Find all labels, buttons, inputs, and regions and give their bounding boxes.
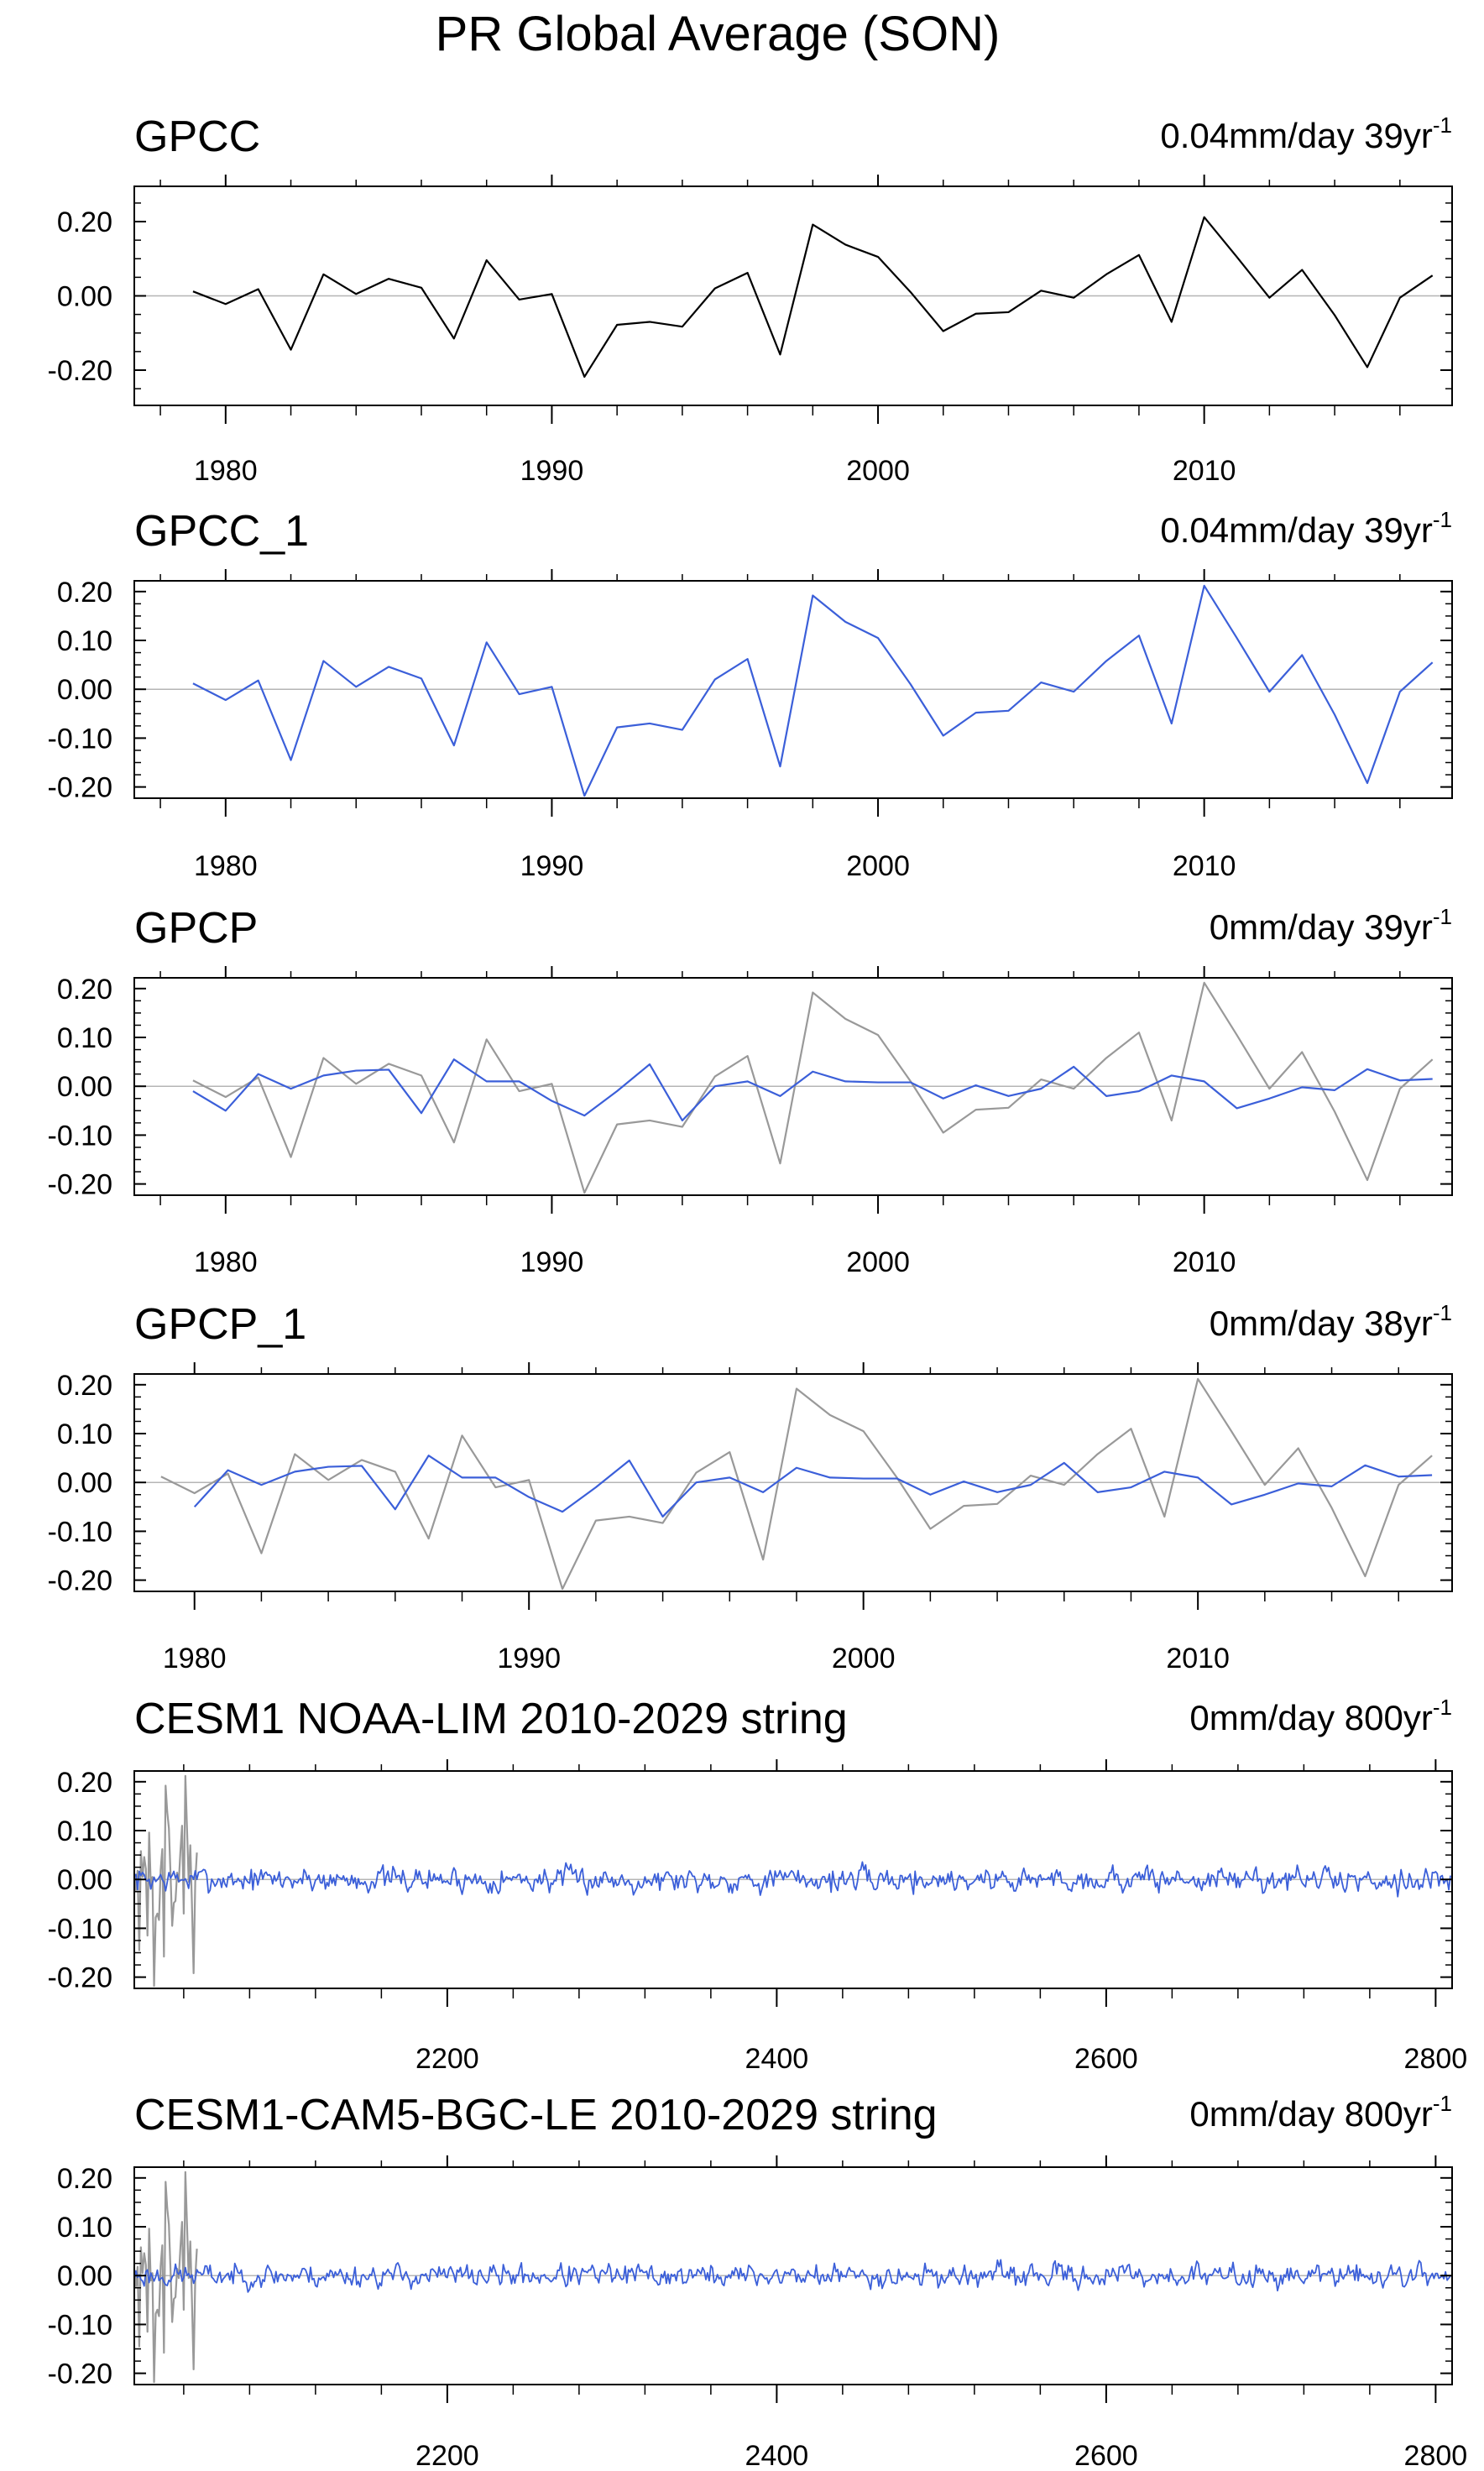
panel-2-trend-label: 0.04mm/day 39yr-1	[1160, 507, 1452, 550]
panel-5-ytick-label: 0.00	[57, 1864, 112, 1896]
panel-1: GPCC 0.04mm/day 39yr-1 -0.20 0.00 0.20 1980 19…	[48, 112, 1453, 487]
panel-4-ytick-label: -0.10	[48, 1516, 113, 1548]
panel-3-ytick-label: -0.10	[48, 1120, 113, 1152]
panel-4-xtick-label: 2000	[832, 1643, 896, 1674]
panel-3-trend-label: 0mm/day 39yr-1	[1210, 904, 1452, 947]
panel-4-xtick-label: 1980	[163, 1643, 227, 1674]
panel-3-xtick-label: 2010	[1173, 1246, 1236, 1278]
panel-1-ytick-label: 0.20	[57, 206, 112, 238]
panel-5: CESM1 NOAA-LIM 2010-2029 string 0mm/day 8…	[48, 1695, 1468, 2075]
panel-5-ytick-label: 0.10	[57, 1815, 112, 1847]
panel-4-ytick-label: 0.20	[57, 1370, 112, 1402]
panel-1-xtick-label: 1980	[194, 455, 258, 487]
panel-1-xtick-label: 1990	[520, 455, 584, 487]
panel-2-ytick-label: -0.10	[48, 723, 113, 755]
panel-4-ytick-label: 0.00	[57, 1467, 112, 1499]
panel-2-ytick-label: -0.20	[48, 772, 113, 804]
panel-3-ytick-label: 0.10	[57, 1022, 112, 1054]
panel-6-ytick-label: 0.10	[57, 2212, 112, 2244]
panel-4-ytick-label: 0.10	[57, 1418, 112, 1450]
panel-5-series-2	[133, 1861, 1451, 1898]
panel-5-ytick-label: 0.20	[57, 1767, 112, 1799]
panel-5-title: CESM1 NOAA-LIM 2010-2029 string	[134, 1695, 848, 1743]
panel-6-ytick-label: 0.20	[57, 2163, 112, 2195]
panel-5-xtick-label: 2600	[1074, 2043, 1138, 2075]
panel-4-title: GPCP_1	[134, 1300, 306, 1349]
panel-4-xtick-label: 1990	[497, 1643, 561, 1674]
panel-1-ytick-label: -0.20	[48, 355, 113, 387]
panel-6-series-1	[133, 2171, 198, 2384]
panel-3-series-2	[192, 1058, 1433, 1122]
panel-4: GPCP_1 0mm/day 38yr-1 -0.20 -0.10 0.00 0.10 0.…	[48, 1300, 1453, 1674]
panel-2-xtick-label: 1980	[194, 850, 258, 882]
panel-5-trend-label: 0mm/day 800yr-1	[1189, 1695, 1452, 1737]
main-title: PR Global Average (SON)	[436, 7, 1001, 61]
panel-4-ytick-label: -0.20	[48, 1565, 113, 1597]
panel-3-ytick-label: 0.20	[57, 974, 112, 1006]
panel-3-xtick-label: 2000	[846, 1246, 910, 1278]
panel-2-ytick-label: 0.20	[57, 577, 112, 609]
panel-3-ytick-label: -0.20	[48, 1169, 113, 1201]
panel-3: GPCP 0mm/day 39yr-1 -0.20 -0.10 0.00 0.10 0.20…	[48, 904, 1453, 1278]
panels: GPCC 0.04mm/day 39yr-1 -0.20 0.00 0.20 1980 19…	[48, 112, 1468, 2471]
panel-6-ytick-label: -0.20	[48, 2359, 113, 2390]
panel-4-trend-label: 0mm/day 38yr-1	[1210, 1300, 1452, 1343]
panel-5-xtick-label: 2800	[1404, 2043, 1468, 2075]
panel-1-xtick-label: 2010	[1173, 455, 1236, 487]
panel-1-series-1	[192, 216, 1434, 379]
panel-3-title: GPCP	[134, 904, 258, 953]
panel-6-ytick-label: 0.00	[57, 2260, 112, 2292]
panel-5-ytick-label: -0.20	[48, 1962, 113, 1994]
panel-3-ytick-label: 0.00	[57, 1071, 112, 1103]
panel-5-xtick-label: 2200	[415, 2043, 479, 2075]
panel-2-xtick-label: 2010	[1173, 850, 1236, 882]
panel-6-xtick-label: 2200	[415, 2440, 479, 2471]
panel-6-xtick-label: 2800	[1404, 2440, 1468, 2471]
panel-5-ytick-label: -0.10	[48, 1913, 113, 1945]
panel-6-series-2	[133, 2259, 1451, 2293]
panel-3-xtick-label: 1990	[520, 1246, 584, 1278]
panel-6-ytick-label: -0.10	[48, 2309, 113, 2341]
panel-3-series-1	[192, 981, 1434, 1194]
panel-1-xtick-label: 2000	[846, 455, 910, 487]
panel-1-trend-label: 0.04mm/day 39yr-1	[1160, 112, 1452, 155]
panel-6-xtick-label: 2400	[745, 2440, 809, 2471]
panel-2-xtick-label: 1990	[520, 850, 584, 882]
panel-2: GPCC_1 0.04mm/day 39yr-1 -0.20 -0.10 0.00 0.1…	[48, 507, 1453, 882]
panel-6-trend-label: 0mm/day 800yr-1	[1189, 2091, 1452, 2134]
panel-2-xtick-label: 2000	[846, 850, 910, 882]
panel-5-series-1	[133, 1774, 198, 1988]
panel-4-series-2	[193, 1455, 1433, 1518]
panel-6-title: CESM1-CAM5-BGC-LE 2010-2029 string	[134, 2091, 938, 2139]
panel-6: CESM1-CAM5-BGC-LE 2010-2029 string 0mm/da…	[48, 2091, 1468, 2471]
panel-4-series-1	[160, 1377, 1433, 1591]
panel-2-ytick-label: 0.10	[57, 625, 112, 657]
panel-2-series-1	[192, 584, 1434, 797]
panel-4-xtick-label: 2010	[1166, 1643, 1230, 1674]
panel-2-ytick-label: 0.00	[57, 674, 112, 706]
panel-1-title: GPCC	[134, 112, 260, 161]
panel-5-xtick-label: 2400	[745, 2043, 809, 2075]
panel-3-xtick-label: 1980	[194, 1246, 258, 1278]
panel-2-title: GPCC_1	[134, 507, 309, 556]
panel-1-ytick-label: 0.00	[57, 281, 112, 313]
panel-6-xtick-label: 2600	[1074, 2440, 1138, 2471]
